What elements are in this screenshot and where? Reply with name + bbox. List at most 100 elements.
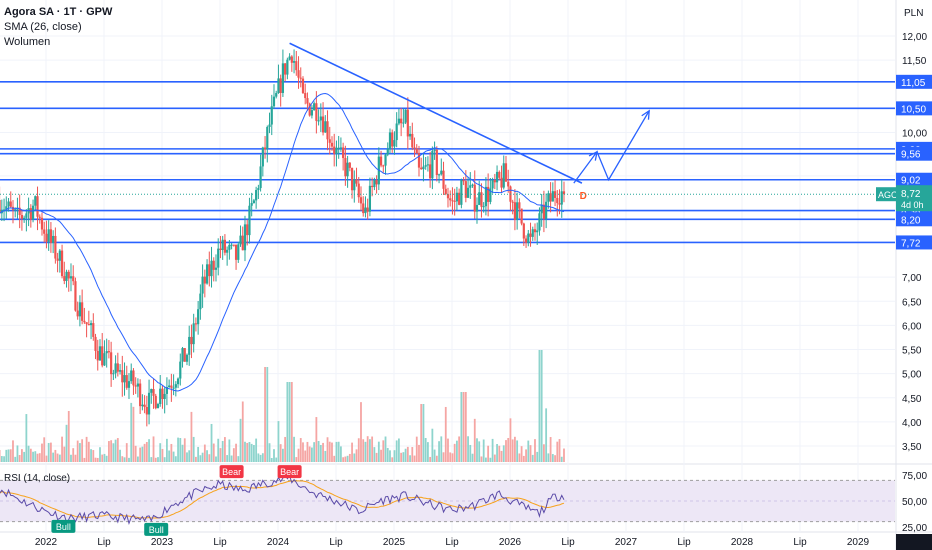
volume-bar xyxy=(415,436,418,462)
volume-bar xyxy=(7,449,10,462)
candle-body xyxy=(297,70,300,78)
volume-bar xyxy=(87,441,90,462)
volume-bar xyxy=(391,457,394,462)
level-label-bg-7 xyxy=(896,235,932,250)
y-tick-label-2: 10,00 xyxy=(902,128,927,139)
candle-body xyxy=(556,197,559,204)
volume-bar xyxy=(531,454,534,462)
level-label-4: 9,02 xyxy=(901,176,921,187)
volume-bar xyxy=(154,457,157,462)
candle-body xyxy=(435,149,438,175)
volume-bar xyxy=(23,451,26,462)
volume-bars xyxy=(0,350,565,462)
candle-body xyxy=(194,323,198,325)
candle-body xyxy=(315,103,318,121)
candle-body xyxy=(364,207,367,214)
volume-bar xyxy=(438,441,440,462)
volume-bar xyxy=(166,438,168,462)
x-tick-label-0: 2022 xyxy=(35,537,58,548)
candle-body xyxy=(98,346,102,361)
volume-bar xyxy=(496,444,498,462)
candle-body xyxy=(339,147,343,149)
candle-body xyxy=(255,190,258,201)
volume-bar xyxy=(453,443,456,462)
level-label-bg-1 xyxy=(896,101,932,116)
volume-bar xyxy=(206,450,208,462)
rsi-line xyxy=(0,473,565,526)
candle-body xyxy=(440,170,443,175)
volume-bar xyxy=(556,441,559,462)
volume-bar xyxy=(319,444,322,462)
volume-bar xyxy=(94,457,97,462)
candle-body xyxy=(359,197,363,204)
candle-body xyxy=(31,205,35,220)
candle-body xyxy=(422,166,425,170)
volume-bar xyxy=(427,442,429,462)
volume-bar xyxy=(157,457,159,462)
candle-body xyxy=(382,165,385,167)
candle-body xyxy=(94,336,97,351)
volume-bar xyxy=(342,457,345,462)
candle-body xyxy=(415,148,418,154)
candle-body xyxy=(321,116,325,133)
candle-body xyxy=(40,217,44,230)
rsi-tick-label-1: 50,00 xyxy=(902,497,927,508)
rsi-signal-bg-0 xyxy=(51,519,76,533)
volume-bar xyxy=(92,450,95,462)
volume-bar xyxy=(344,456,347,462)
volume-bar xyxy=(96,457,99,462)
corner-settings-button[interactable] xyxy=(896,534,932,550)
volume-bar xyxy=(493,454,496,462)
volume-bar xyxy=(284,436,287,462)
candle-body xyxy=(549,193,552,202)
candle-body xyxy=(431,150,434,179)
volume-bar xyxy=(268,443,271,462)
candle-body xyxy=(527,233,530,243)
volume-bar xyxy=(61,436,63,462)
ticker-badge: AGO xyxy=(878,190,898,200)
candle-body xyxy=(484,186,488,207)
volume-bar xyxy=(317,441,320,462)
price-countdown: 4d 0h xyxy=(901,200,924,210)
candle-body xyxy=(355,179,358,184)
candle-body xyxy=(462,180,465,182)
volume-bar xyxy=(34,451,37,462)
volume-bar xyxy=(322,442,324,462)
volume-bar xyxy=(63,446,66,462)
volume-bar xyxy=(54,449,57,462)
volume-bar xyxy=(369,439,371,462)
level-label-bg-3 xyxy=(896,146,932,161)
x-tick-label-10: 2027 xyxy=(615,537,638,548)
candle-body xyxy=(181,348,184,362)
volume-bar xyxy=(386,447,389,462)
level-label-bg-6 xyxy=(896,212,932,227)
volume-bar xyxy=(275,457,278,462)
candle-body xyxy=(234,244,238,260)
volume-bar xyxy=(174,456,177,462)
volume-bar xyxy=(270,457,273,462)
volume-bar xyxy=(380,449,382,462)
candle-body xyxy=(348,162,351,168)
volume-bar xyxy=(79,443,81,462)
volume-bar xyxy=(18,455,21,462)
candle-body xyxy=(540,204,543,214)
projection-arrowhead xyxy=(641,109,650,120)
candle-body xyxy=(199,293,202,310)
volume-bar xyxy=(99,447,101,462)
volume-bar xyxy=(424,437,427,462)
volume-bar xyxy=(259,454,262,462)
candle-body xyxy=(529,233,532,237)
volume-bar xyxy=(215,456,217,462)
volume-bar xyxy=(152,436,155,462)
volume-bar xyxy=(177,437,179,462)
x-tick-label-13: Lip xyxy=(793,537,807,548)
volume-bar xyxy=(313,442,316,462)
candle-body xyxy=(453,200,456,202)
candle-body xyxy=(393,140,396,147)
volume-bar xyxy=(159,443,162,462)
volume-bar xyxy=(543,444,545,462)
candle-body xyxy=(388,132,392,150)
candle-body xyxy=(417,153,421,168)
candle-body xyxy=(96,350,99,361)
